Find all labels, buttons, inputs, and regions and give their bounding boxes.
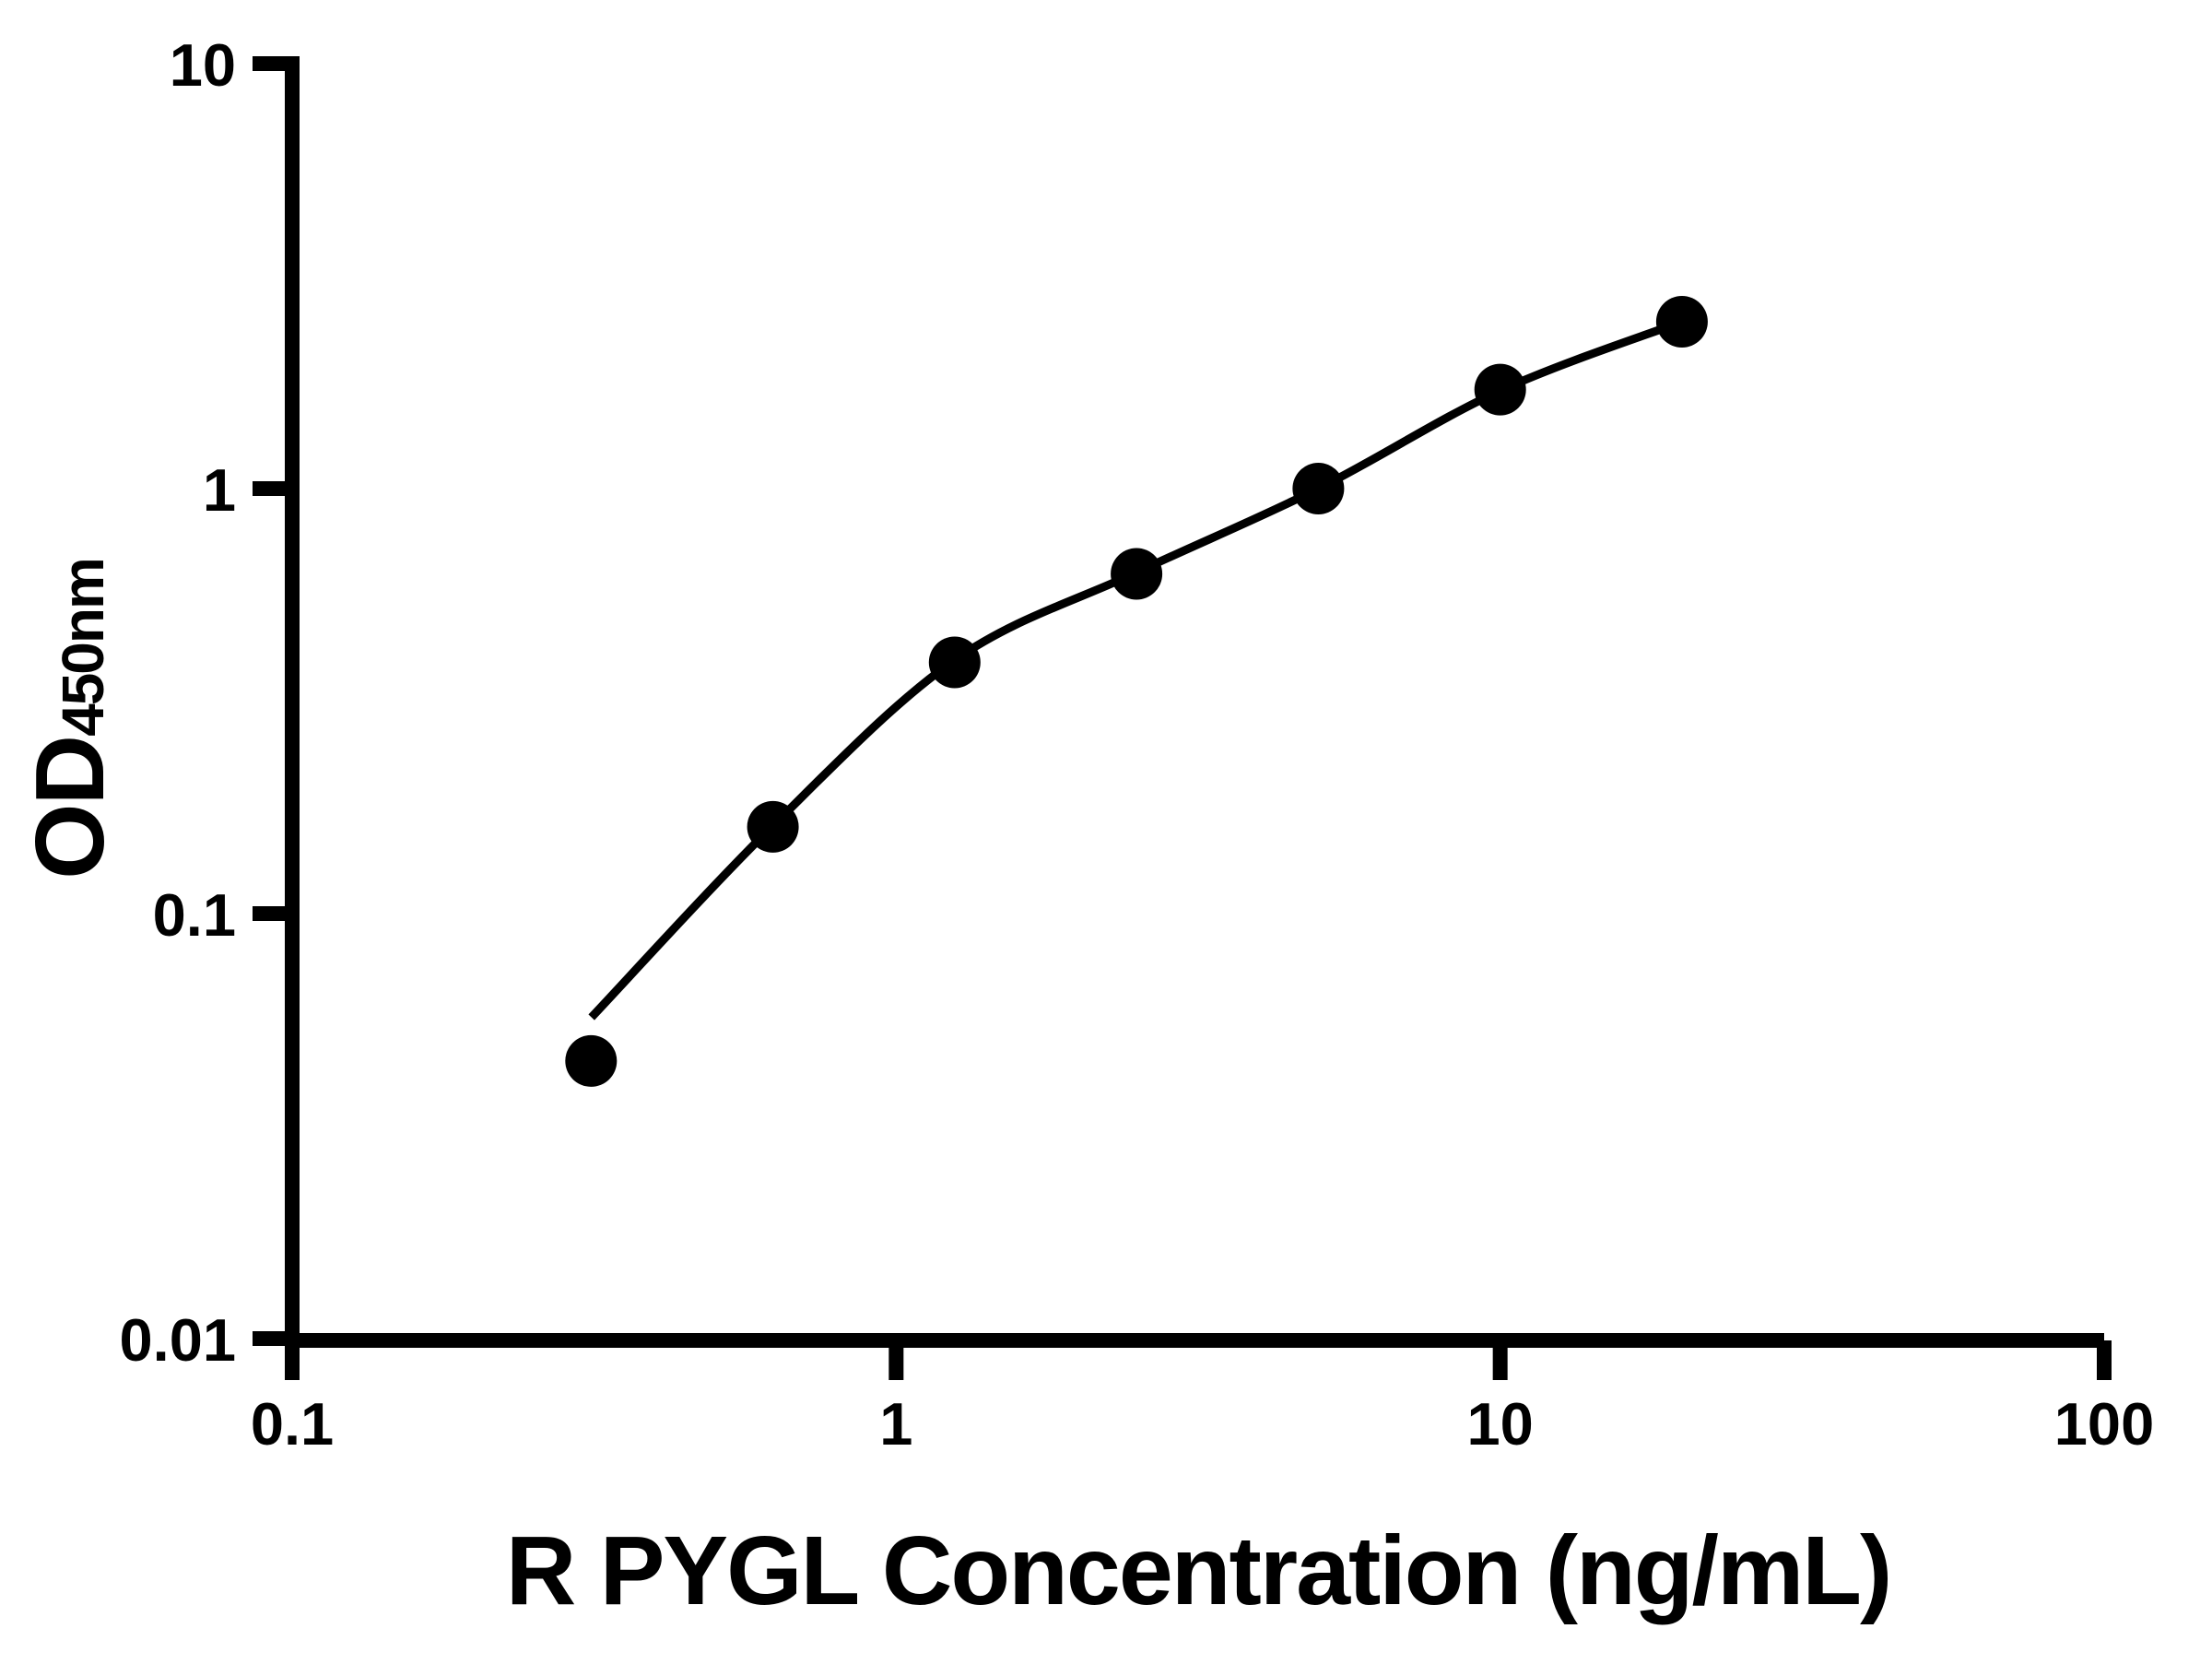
data-point bbox=[1292, 463, 1345, 514]
x-tick-label: 0.1 bbox=[251, 1390, 334, 1457]
y-axis-title-subscript: 450nm bbox=[50, 559, 116, 737]
y-tick-label: 1 bbox=[203, 456, 236, 524]
x-tick-label: 100 bbox=[2054, 1390, 2154, 1457]
data-point bbox=[1111, 548, 1163, 600]
data-point bbox=[1655, 296, 1708, 348]
x-axis-ticks: 0.1 1 10 100 bbox=[251, 1340, 2154, 1457]
data-point bbox=[565, 1034, 618, 1087]
y-tick-label: 0.01 bbox=[119, 1306, 236, 1374]
data-point bbox=[928, 636, 981, 689]
y-axis-ticks: 10 1 0.1 0.01 bbox=[119, 31, 292, 1374]
x-tick-label: 10 bbox=[1467, 1390, 1534, 1457]
axis-spines bbox=[285, 56, 2104, 1380]
y-axis-title: OD450nm bbox=[16, 559, 124, 879]
data-point bbox=[1474, 363, 1526, 416]
y-tick-label: 0.1 bbox=[153, 881, 236, 949]
data-point bbox=[747, 800, 799, 853]
fitted-curve bbox=[588, 317, 1684, 1021]
x-axis-title: R PYGL Concentration (ng/mL) bbox=[506, 1516, 1891, 1625]
y-tick-label: 10 bbox=[170, 31, 236, 99]
x-tick-label: 1 bbox=[879, 1390, 912, 1457]
y-axis-title-main: OD bbox=[16, 737, 124, 879]
data-points bbox=[565, 296, 1708, 1087]
